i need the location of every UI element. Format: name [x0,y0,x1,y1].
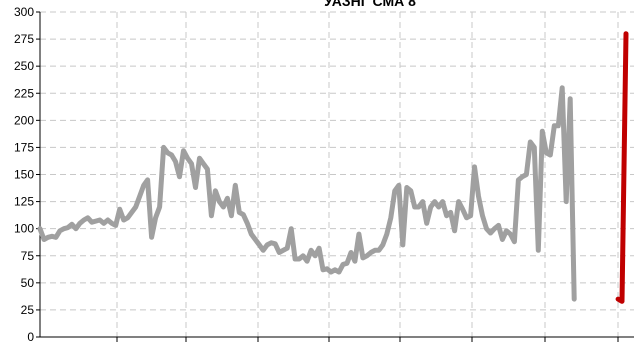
y-tick-label: 150 [14,168,34,182]
y-tick-label: 100 [14,222,34,236]
y-tick-label: 0 [27,330,34,344]
y-tick-label: 250 [14,59,34,73]
series-line-1 [37,85,577,302]
gridlines [40,11,634,337]
y-axis-ticks: 0 25 50 75 100 125 150 175 200 225 250 275 300 [14,5,41,344]
series-line-2 [615,31,629,304]
y-tick-label: 200 [14,113,34,127]
y-tick-label: 125 [14,195,34,209]
y-tick-label: 300 [14,5,34,19]
y-tick-label: 75 [21,249,35,263]
chart-title: УАЗНГ СМА 8 [324,0,416,9]
y-tick-label: 25 [21,303,35,317]
y-tick-label: 225 [14,86,34,100]
y-tick-label: 50 [21,276,35,290]
y-tick-label: 175 [14,140,34,154]
x-axis [40,336,634,342]
series-group [37,31,629,304]
y-tick-label: 275 [14,32,34,46]
